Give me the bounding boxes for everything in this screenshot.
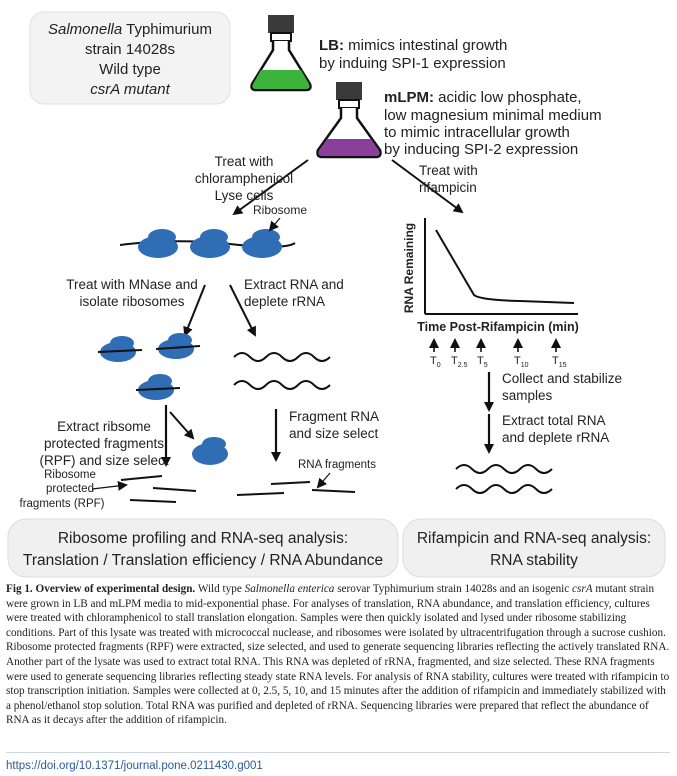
strain-line-1: Salmonella Typhimurium: [48, 21, 212, 38]
timepoint-label: T0: [430, 355, 441, 369]
rpf-label-line-3: fragments (RPF): [20, 498, 105, 510]
caption-species: Salmonella enterica: [244, 583, 335, 595]
mlpm-description-line-3: to mimic intracellular growth: [384, 124, 570, 141]
ribosome-profiling-box: Ribosome profiling and RNA-seq analysis:…: [7, 518, 399, 578]
rifampicin-box-line-1: Rifampicin and RNA-seq analysis:: [417, 530, 651, 547]
lb-flask-icon: [250, 15, 312, 92]
profiling-box-line-2: Translation / Translation efficiency / R…: [23, 552, 383, 569]
arrow-to-rifampicin: [391, 159, 464, 214]
arrow-to-rna: [229, 284, 256, 337]
profiling-box-line-1: Ribosome profiling and RNA-seq analysis:: [58, 530, 348, 547]
mlpm-description-line-1: mLPM: acidic low phosphate,: [384, 89, 582, 106]
strain-line-3: Wild type: [99, 61, 161, 78]
fragment-rna-line-1: Fragment RNA: [289, 409, 379, 424]
treat-rifampicin-line-1: Treat with: [419, 163, 478, 178]
rna-fragments-label: RNA fragments: [298, 459, 376, 471]
experimental-design-diagram: Salmonella Typhimurium strain 14028s Wil…: [7, 11, 666, 578]
mlpm-description-line-4: by inducing SPI-2 expression: [384, 141, 578, 158]
timepoint-label: T10: [514, 355, 529, 369]
free-ribosome: [192, 437, 228, 465]
timepoint-label: T2.5: [451, 355, 468, 369]
doi-link[interactable]: https://doi.org/10.1371/journal.pone.021…: [6, 760, 263, 772]
rpf-label-line-1: Ribosome: [44, 469, 96, 481]
timepoint-label: T15: [552, 355, 567, 369]
plot-y-label: RNA Remaining: [402, 223, 416, 313]
rna-fragments: [236, 481, 356, 496]
extract-total-line-1: Extract total RNA: [502, 413, 606, 428]
rpf-extract-line-2: protected fragments: [44, 436, 164, 451]
rpf-extract-line-3: (RPF) and size select: [39, 453, 168, 468]
collect-line-1: Collect and stabilize: [502, 371, 622, 386]
mlpm-description-line-2: low magnesium minimal medium: [384, 107, 602, 124]
extract-total-line-2: and deplete rRNA: [502, 430, 609, 445]
caption-text-3: mutant strain were grown in LB and mLPM …: [6, 583, 670, 727]
figure-caption: Fig 1. Overview of experimental design. …: [6, 582, 670, 728]
mnase-line-1: Treat with MNase and: [66, 277, 198, 292]
lb-description-line-2: by induing SPI-1 expression: [319, 55, 506, 72]
lb-description-line-1: LB: mimics intestinal growth: [319, 37, 507, 54]
total-rna-strands: [233, 352, 331, 390]
mlpm-flask-icon: [316, 82, 382, 159]
ribosome-pointer: [268, 217, 281, 232]
treat-chloramphenicol-line-1: Treat with: [215, 154, 274, 169]
rifampicin-box-line-2: RNA stability: [490, 552, 578, 569]
isolated-ribosomes: [97, 333, 201, 400]
rpf-label-line-2: protected: [46, 483, 94, 495]
strain-box: Salmonella Typhimurium strain 14028s Wil…: [29, 11, 231, 105]
arrow-to-isolated-ribosomes: [183, 284, 206, 337]
rna-decay-plot: RNA Remaining Time Post-Rifampicin (min): [402, 218, 579, 334]
extract-rna-line-2: deplete rRNA: [244, 294, 325, 309]
caption-gene: csrA: [572, 583, 593, 595]
arrow-to-ribosomes: [232, 159, 309, 216]
extract-rna-line-1: Extract RNA and: [244, 277, 344, 292]
total-rna-right: [455, 464, 553, 494]
caption-lead: Fig 1. Overview of experimental design.: [6, 583, 196, 595]
collect-line-2: samples: [502, 388, 553, 403]
fragment-rna-line-2: and size select: [289, 426, 379, 441]
mnase-line-2: isolate ribosomes: [79, 294, 184, 309]
timepoint-label: T5: [477, 355, 488, 369]
caption-text-2: serovar Typhimurium strain 14028s and an…: [334, 583, 573, 595]
ribosomes-on-mrna: [119, 229, 296, 258]
rpf-label-pointer: [91, 480, 128, 491]
arrow-to-free-ribosome: [169, 411, 195, 440]
strain-line-4: csrA mutant: [90, 81, 170, 98]
ribosome-label: Ribosome: [253, 203, 307, 217]
rpf-fragments: [120, 475, 197, 503]
plot-x-label: Time Post-Rifampicin (min): [417, 320, 579, 334]
lyse-cells-label: Lyse cells: [215, 188, 274, 203]
caption-divider: [6, 752, 670, 753]
rna-fragments-pointer: [316, 472, 331, 489]
timepoint-markers: T0 T2.5 T5 T10 T15: [429, 338, 567, 369]
strain-line-2: strain 14028s: [85, 41, 175, 58]
rpf-extract-line-1: Extract ribsome: [57, 419, 151, 434]
caption-text-1: Wild type: [195, 583, 245, 595]
rifampicin-analysis-box: Rifampicin and RNA-seq analysis: RNA sta…: [402, 518, 666, 578]
treat-chloramphenicol-line-2: chloramphenicol: [195, 171, 293, 186]
treat-rifampicin-line-2: rifampicin: [419, 180, 477, 195]
